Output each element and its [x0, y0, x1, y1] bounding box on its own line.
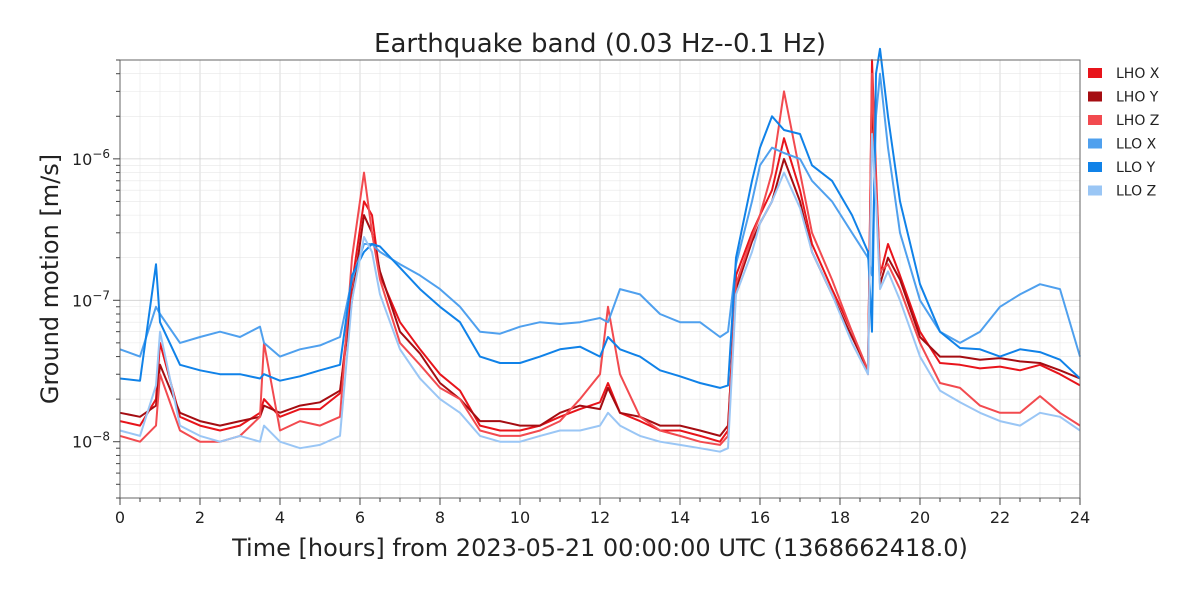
y-axis-label: Ground motion [m/s] [36, 154, 64, 404]
x-tick-label: 20 [910, 508, 930, 527]
x-tick-label: 8 [435, 508, 445, 527]
y-axis-ticks: 10−8 10−7 10−6 [72, 59, 120, 499]
legend-swatch [1088, 115, 1102, 125]
legend-label: LHO Y [1116, 90, 1159, 106]
series-lines [119, 47, 1081, 453]
grid [119, 59, 1081, 499]
chart-title: Earthquake band (0.03 Hz--0.1 Hz) [374, 29, 826, 59]
x-tick-label: 4 [275, 508, 285, 527]
series-line-llo-z [119, 133, 1081, 453]
x-tick-label: 0 [115, 508, 125, 527]
legend-label: LLO X [1116, 137, 1157, 153]
x-tick-label: 22 [990, 508, 1010, 527]
x-axis-ticks: 0 2 4 6 8 10 12 14 16 18 20 22 24 [115, 498, 1090, 527]
legend: LHO X LHO Y LHO Z LLO X LLO Y LLO Z [1088, 66, 1160, 200]
legend-label: LLO Y [1116, 160, 1156, 176]
legend-swatch [1088, 91, 1102, 102]
legend-swatch [1088, 185, 1102, 196]
x-tick-label: 2 [195, 508, 205, 527]
x-tick-label: 10 [510, 508, 530, 527]
y-tick-label: 10−7 [72, 288, 110, 310]
legend-label: LHO Z [1116, 113, 1159, 129]
series-line-llo-x [119, 72, 1081, 358]
x-tick-label: 6 [355, 508, 365, 527]
x-tick-label: 18 [830, 508, 850, 527]
x-tick-label: 12 [590, 508, 610, 527]
x-axis-label: Time [hours] from 2023-05-21 00:00:00 UT… [231, 534, 968, 562]
y-tick-label: 10−8 [72, 430, 110, 452]
series-line-llo-y [119, 47, 1081, 389]
legend-label: LHO X [1116, 66, 1160, 82]
x-tick-label: 14 [670, 508, 690, 527]
series-line-lho-z [119, 72, 1081, 446]
legend-label: LLO Z [1116, 184, 1156, 200]
legend-swatch [1088, 162, 1102, 172]
legend-swatch [1088, 68, 1102, 78]
series-line-lho-y [119, 90, 1081, 437]
x-tick-label: 24 [1070, 508, 1090, 527]
legend-swatch [1088, 138, 1102, 149]
x-tick-label: 16 [750, 508, 770, 527]
y-tick-label: 10−6 [72, 147, 110, 169]
